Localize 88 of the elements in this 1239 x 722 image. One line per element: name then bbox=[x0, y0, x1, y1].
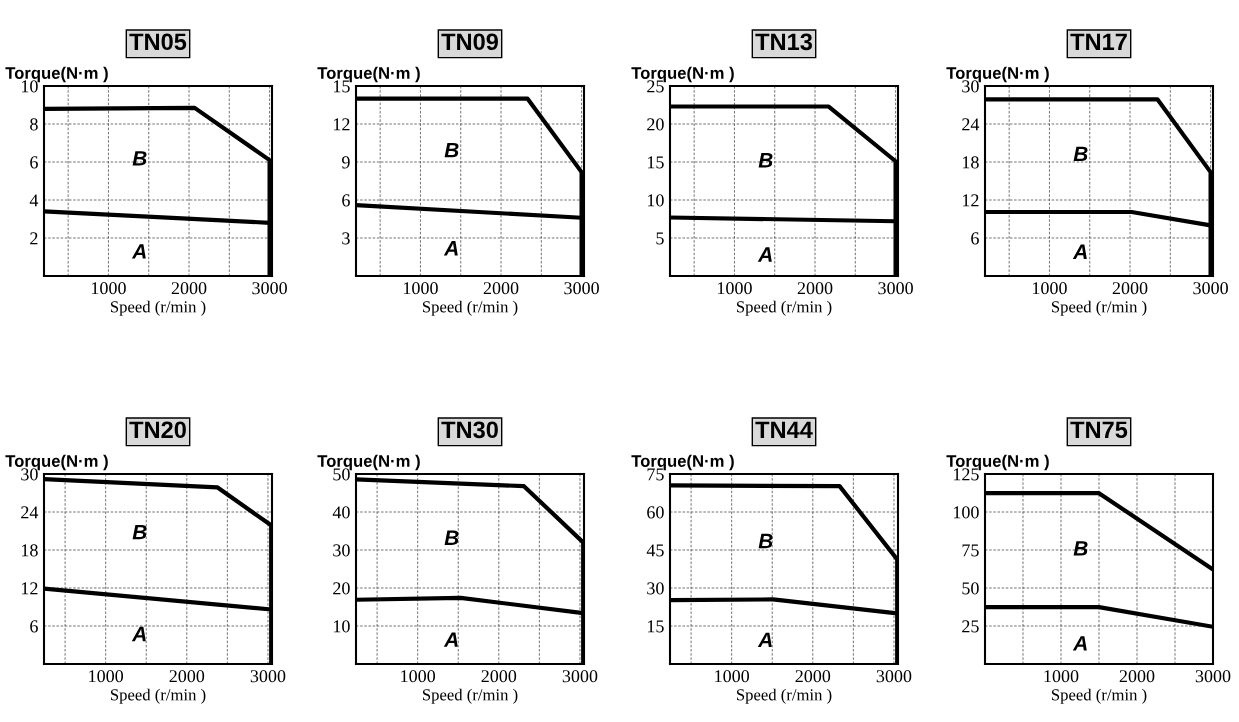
y-tick-label: 24 bbox=[962, 118, 980, 131]
y-tick-label: 6 bbox=[971, 232, 979, 245]
y-tick-label: 15 bbox=[647, 620, 664, 633]
y-tick-label: 6 bbox=[342, 194, 350, 207]
annotation: B bbox=[132, 151, 147, 166]
x-tick-label: 2000 bbox=[481, 670, 517, 683]
annotation: A bbox=[1072, 636, 1087, 651]
annotation: B bbox=[758, 533, 773, 549]
y-tick-label: 25 bbox=[962, 620, 979, 633]
x-tick-label: 3000 bbox=[564, 282, 599, 295]
chart-title: TN05 bbox=[129, 33, 187, 51]
y-tick-label: 75 bbox=[962, 544, 979, 557]
x-tick-label: 3000 bbox=[250, 670, 286, 683]
y-tick-label: 100 bbox=[953, 506, 979, 519]
chart-title: TN17 bbox=[1070, 33, 1127, 50]
y-tick-label: 60 bbox=[647, 506, 664, 519]
x-axis-title: Speed (r/min ) bbox=[736, 300, 832, 316]
chart-title: TN44 bbox=[755, 421, 813, 438]
y-tick-label: 20 bbox=[647, 118, 664, 131]
annotation: B bbox=[758, 153, 773, 168]
x-tick-label: 3000 bbox=[876, 670, 912, 683]
y-tick-label: 10 bbox=[647, 194, 664, 207]
y-tick-label: 8 bbox=[30, 118, 38, 131]
y-tick-label: 18 bbox=[21, 544, 38, 557]
annotation: A bbox=[757, 632, 772, 647]
chart-title: TN75 bbox=[1070, 421, 1128, 439]
y-tick-label: 15 bbox=[647, 156, 664, 169]
x-tick-label: 1000 bbox=[91, 282, 126, 295]
y-tick-label: 5 bbox=[656, 232, 664, 245]
chart-title: TN20 bbox=[129, 421, 186, 439]
y-tick-label: 6 bbox=[30, 620, 38, 633]
annotation: A bbox=[131, 626, 146, 642]
x-tick-label: 1000 bbox=[717, 282, 752, 295]
annotation: A bbox=[443, 241, 458, 256]
y-tick-label: 45 bbox=[646, 544, 664, 557]
y-tick-label: 9 bbox=[342, 156, 350, 169]
x-tick-label: 1000 bbox=[715, 670, 750, 683]
annotation: B bbox=[1073, 541, 1088, 556]
x-tick-label: 1000 bbox=[1032, 282, 1067, 295]
x-tick-label: 2000 bbox=[797, 282, 833, 295]
x-axis-title: Speed (r/min ) bbox=[110, 688, 206, 704]
x-tick-label: 1000 bbox=[1044, 670, 1079, 683]
annotation: A bbox=[757, 247, 772, 262]
annotation: A bbox=[443, 632, 458, 647]
y-tick-label: 4 bbox=[29, 194, 39, 207]
x-tick-label: 1000 bbox=[403, 282, 438, 295]
chart-title: TN30 bbox=[441, 421, 498, 439]
x-tick-label: 2000 bbox=[1119, 670, 1155, 683]
x-tick-label: 2000 bbox=[1112, 282, 1148, 295]
x-tick-label: 2000 bbox=[171, 282, 207, 295]
x-tick-label: 2000 bbox=[169, 670, 205, 683]
y-tick-label: 24 bbox=[21, 506, 39, 519]
chart-title: TN13 bbox=[755, 33, 813, 51]
annotation: B bbox=[1073, 146, 1088, 162]
y-tick-label: 2 bbox=[30, 232, 38, 245]
x-tick-label: 1000 bbox=[401, 670, 436, 683]
x-axis-title: Speed (r/min ) bbox=[422, 688, 518, 704]
x-tick-label: 2000 bbox=[483, 282, 519, 295]
y-tick-label: 30 bbox=[647, 582, 664, 595]
annotation: B bbox=[444, 142, 459, 158]
annotation: A bbox=[131, 244, 146, 259]
y-tick-label: 12 bbox=[962, 194, 979, 207]
x-axis-title: Speed (r/min ) bbox=[1051, 688, 1147, 704]
y-tick-label: 30 bbox=[333, 544, 350, 557]
x-axis-title: Speed (r/min ) bbox=[422, 300, 518, 316]
x-axis-title: Speed (r/min ) bbox=[110, 300, 206, 316]
annotation: A bbox=[1072, 244, 1087, 259]
y-tick-label: 50 bbox=[962, 582, 979, 595]
x-axis-title: Speed (r/min ) bbox=[736, 688, 832, 704]
chart-title: TN09 bbox=[441, 33, 498, 51]
annotation: B bbox=[132, 524, 147, 540]
y-tick-label: 40 bbox=[332, 506, 350, 519]
y-tick-label: 12 bbox=[21, 582, 38, 595]
x-tick-label: 1000 bbox=[89, 670, 124, 683]
x-tick-label: 3000 bbox=[252, 282, 287, 295]
y-tick-label: 20 bbox=[333, 582, 350, 595]
annotation: B bbox=[444, 530, 459, 545]
y-tick-label: 6 bbox=[30, 156, 38, 169]
y-tick-label: 10 bbox=[333, 620, 350, 633]
x-tick-label: 3000 bbox=[1195, 670, 1231, 683]
x-axis-title: Speed (r/min ) bbox=[1051, 300, 1147, 316]
y-tick-label: 18 bbox=[962, 156, 979, 169]
x-tick-label: 3000 bbox=[562, 670, 598, 683]
x-tick-label: 2000 bbox=[795, 670, 831, 683]
x-tick-label: 3000 bbox=[1193, 282, 1228, 295]
x-tick-label: 3000 bbox=[878, 282, 913, 295]
y-tick-label: 3 bbox=[342, 232, 350, 245]
y-tick-label: 12 bbox=[333, 118, 350, 131]
